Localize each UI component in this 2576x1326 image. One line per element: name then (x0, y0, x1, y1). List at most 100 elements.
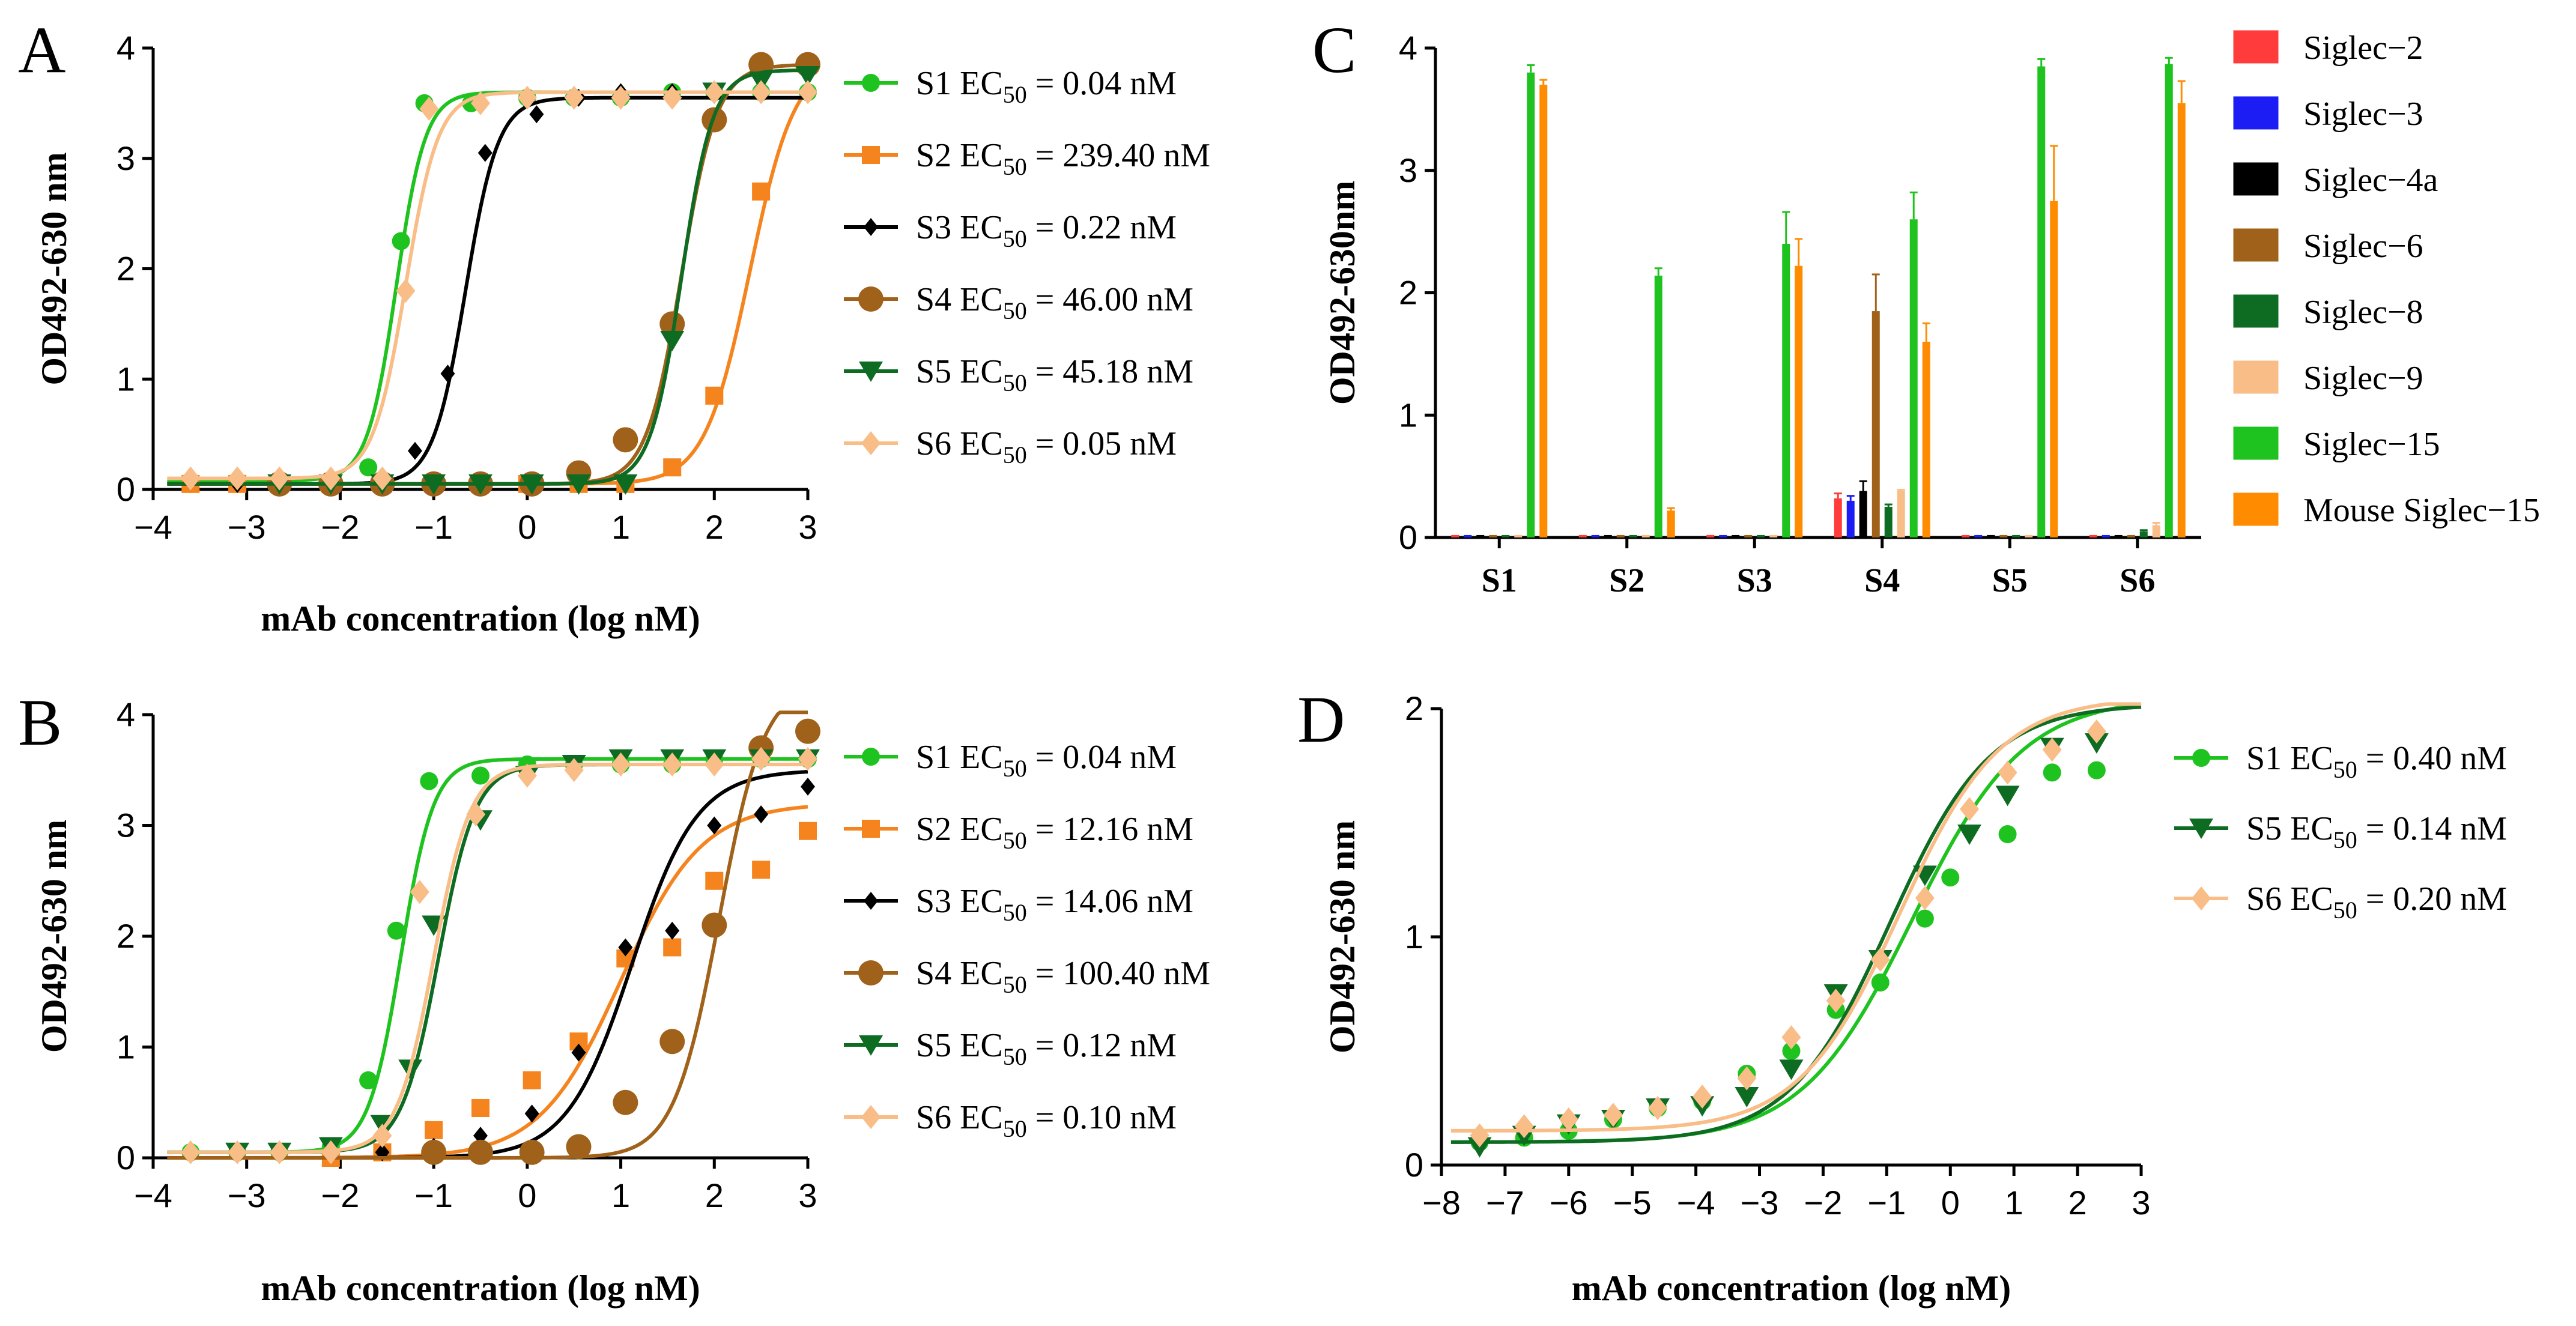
panel-d-legend-S1: S1 EC50 = 0.40 nM (2246, 740, 2507, 783)
panel-a-y-tick-label: 2 (117, 250, 135, 288)
panel-b-x-axis-title: mAb concentration (log nM) (261, 1268, 700, 1308)
panel-c-bar-S3 (1757, 534, 1765, 537)
panel-a-point-S2 (705, 386, 724, 405)
panel-d-x-tick-label: −7 (1486, 1184, 1524, 1222)
panel-a-point-S3 (529, 105, 544, 124)
panel-c-bar-S3 (1744, 534, 1753, 537)
panel-b-y-axis-title: OD492-630 nm (34, 820, 74, 1053)
panel-letter-a: A (18, 13, 65, 86)
panel-c-y-tick-label: 1 (1399, 396, 1417, 434)
panel-b-legend-marker (858, 960, 883, 985)
panel-d-x-tick-label: −2 (1804, 1184, 1843, 1222)
panel-c-bar-S4 (1859, 491, 1867, 537)
panel-a-point-S5 (796, 65, 820, 86)
panel-a-point-S4 (613, 427, 638, 453)
panel-b-point-S6 (662, 752, 682, 777)
panel-c-bar-S3 (1719, 534, 1727, 537)
panel-a-point-S3 (477, 144, 492, 162)
panel-c-legend-label: Mouse Siglec−15 (2303, 492, 2540, 529)
panel-d-x-tick-label: −6 (1550, 1184, 1588, 1222)
panel-c-bar-S6 (2139, 531, 2148, 537)
panel-b-x-tick-label: 3 (798, 1176, 817, 1214)
panel-b-legend-marker (864, 892, 878, 910)
panel-a-legend-marker (862, 74, 880, 92)
panel-a-point-S6 (611, 85, 631, 110)
panel-b-point-S4 (659, 1029, 685, 1055)
panel-d-point-S1 (2043, 763, 2061, 782)
panel-b-point-S4 (702, 912, 727, 938)
panel-b-legend-marker (862, 748, 880, 766)
panel-c-legend-label: Siglec−8 (2303, 294, 2423, 331)
panel-a-point-S6 (662, 85, 682, 110)
panel-c-category-label: S2 (1609, 562, 1644, 599)
panel-d-point-S5 (1995, 786, 2020, 807)
panel-letter-b: B (18, 686, 62, 759)
panel-a-y-tick-label: 0 (117, 470, 135, 508)
panel-b-point-S1 (387, 921, 405, 940)
panel-a-point-S2 (752, 182, 771, 201)
panel-c-y-axis-title: OD492-630nm (1323, 181, 1362, 405)
panel-b-point-S1 (420, 772, 438, 790)
panel-b-legend-S5: S5 EC50 = 0.12 nM (916, 1027, 1177, 1070)
panel-a-point-S1 (359, 458, 378, 477)
panel-d-point-S6 (1826, 988, 1846, 1013)
panel-d-fit-S1 (1450, 702, 2142, 1144)
panel-a-legend-S1: S1 EC50 = 0.04 nM (916, 65, 1177, 108)
panel-c-bar-S4 (1922, 342, 1930, 537)
panel-a-legend-S4: S4 EC50 = 46.00 nM (916, 281, 1193, 324)
panel-d-fit-S5 (1450, 705, 2142, 1144)
panel-c-bar-S5 (2037, 66, 2046, 537)
panel-d-fit-S6 (1450, 702, 2141, 1133)
panel-d-x-tick-label: −8 (1422, 1184, 1461, 1222)
panel-c-bar-S6 (2152, 525, 2160, 537)
panel-d-x-tick-label: 0 (1941, 1184, 1960, 1222)
panel-d-point-S6 (2042, 737, 2062, 762)
panel-b-point-S2 (705, 871, 724, 890)
panel-a-point-S6 (181, 466, 201, 491)
panel-b-x-tick-label: 1 (611, 1176, 630, 1214)
panel-c-bar-S6 (2165, 64, 2173, 538)
panel-c-bar-S5 (1999, 534, 2008, 537)
panel-b-point-S4 (613, 1089, 638, 1115)
panel-b-point-S3 (571, 1043, 586, 1062)
panel-letter-c: C (1312, 13, 1356, 86)
panel-a-point-S3 (408, 441, 422, 460)
panel-d-x-tick-label: −4 (1677, 1184, 1715, 1222)
panel-c-chart: 0 1 2 3 4 OD492-630nm S1 S2 S3 S4 S5 S6 Siglec−2 Sigl… (1323, 29, 2540, 599)
panel-c-legend-swatch (2233, 96, 2279, 130)
panel-c-legend-label: Siglec−15 (2303, 426, 2440, 463)
panel-a-x-tick-label: −2 (321, 508, 359, 546)
panel-d-point-S6 (1737, 1066, 1757, 1091)
panel-b-point-S6 (228, 1140, 247, 1164)
panel-a-point-S6 (517, 85, 537, 110)
panel-c-bar-S6 (2089, 534, 2097, 537)
panel-b-point-S2 (523, 1071, 541, 1089)
panel-a-point-S5 (468, 474, 492, 495)
panel-c-category-label: S4 (1864, 562, 1900, 599)
panel-b-y-tick-label: 0 (117, 1139, 135, 1176)
panel-b-chart: 0 1 2 3 4 −4 −3 −2 −1 0 1 2 3 mAb concentration (log … (34, 695, 1210, 1308)
panel-c-bar-S4 (1884, 507, 1893, 537)
panel-c-bar-S4 (1846, 500, 1855, 537)
panel-c-legend-swatch (2233, 360, 2279, 394)
panel-a-legend-marker (862, 146, 880, 164)
panel-c-bar-S4 (1871, 311, 1880, 537)
panel-c-bar-S2 (1667, 510, 1675, 537)
panel-b-x-tick-label: −2 (321, 1176, 359, 1214)
panel-b-point-S3 (754, 805, 769, 824)
panel-b-point-S6 (270, 1140, 289, 1164)
panel-a-point-S6 (471, 91, 490, 115)
panel-c-y-tick-label: 3 (1399, 151, 1417, 189)
panel-a-y-tick-label: 4 (117, 29, 135, 67)
panel-d-point-S5 (1957, 825, 1982, 845)
panel-d-point-S6 (1559, 1107, 1578, 1131)
panel-c-bar-S6 (2177, 103, 2186, 537)
panel-b-point-S2 (425, 1121, 443, 1139)
panel-c-y-tick-label: 2 (1399, 274, 1417, 312)
panel-c-bar-S1 (1464, 534, 1472, 537)
panel-d-point-S6 (1693, 1085, 1712, 1109)
panel-c-bar-S2 (1604, 534, 1612, 537)
panel-d-x-axis-title: mAb concentration (log nM) (1572, 1268, 2011, 1308)
panel-d-point-S6 (1514, 1114, 1534, 1139)
panel-b-point-S4 (519, 1139, 545, 1165)
